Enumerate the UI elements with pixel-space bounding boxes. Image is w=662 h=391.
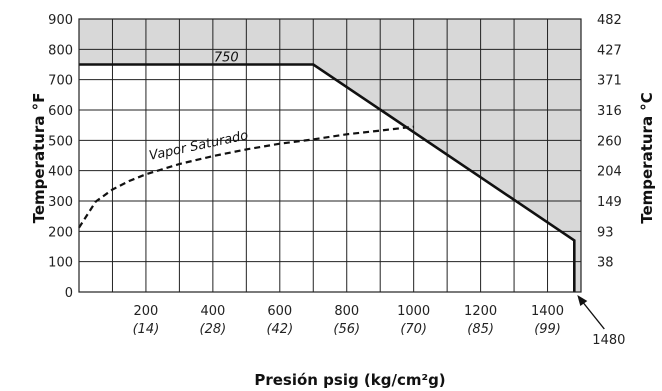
x-tick-label: 600 [267,304,292,319]
y-axis-right-ticks: 38 93 149 204 260 316 371 427 482 [597,13,622,271]
y-tick-label-left: 400 [48,165,73,180]
y-tick-label-right: 38 [597,256,614,271]
y-axis-right-title: Temperatura °C [638,92,656,224]
y-tick-label-right: 93 [597,225,614,240]
y-tick-label-left: 700 [48,74,73,89]
y-tick-label-right: 371 [597,74,622,89]
callout-arrow-head [577,295,588,306]
y-tick-label-left: 0 [65,286,73,301]
x-tick-label: 1400 [531,304,564,319]
y-axis-left-title: Temperatura °F [30,93,48,224]
y-tick-label-left: 200 [48,225,73,240]
y-tick-label-left: 500 [48,134,73,149]
x-tick-label: 200 [134,304,159,319]
max-pressure-label: 1480 [592,333,625,348]
plot-frame [78,18,582,293]
y-tick-label-right: 427 [597,43,622,58]
limit-value-label: 750 [214,50,239,65]
y-axis-left-ticks: 0 100 200 300 400 500 600 700 800 900 [48,13,73,301]
y-tick-label-right: 204 [597,165,622,180]
x-tick-sublabel: (70) [400,322,427,337]
x-axis-ticks: 200 (14) 400 (28) 600 (42) 800 (56) 1000 (70) 1200… [133,304,564,337]
y-tick-label-left: 100 [48,256,73,271]
x-tick-sublabel: (85) [467,322,494,337]
y-tick-label-right: 149 [597,195,622,210]
shaded-region [79,19,581,292]
y-tick-label-left: 600 [48,104,73,119]
y-tick-label-left: 800 [48,43,73,58]
limit-line [79,63,576,292]
x-axis-title: Presión psig (kg/cm²g) [254,371,445,389]
y-tick-label-right: 316 [597,104,622,119]
x-tick-sublabel: (99) [534,322,561,337]
x-tick-sublabel: (56) [333,322,360,337]
x-tick-label: 1200 [464,304,497,319]
saturated-vapor-line [78,125,414,229]
x-tick-sublabel: (42) [266,322,293,337]
x-tick-label: 400 [200,304,225,319]
x-tick-label: 1000 [397,304,430,319]
y-tick-label-left: 300 [48,195,73,210]
y-tick-label-right: 260 [597,134,622,149]
y-tick-label-right: 482 [597,13,622,28]
x-tick-sublabel: (28) [200,322,227,337]
callout-arrow-line [579,298,605,330]
y-tick-label-left: 900 [48,13,73,28]
grid-lines [79,19,581,292]
x-tick-label: 800 [334,304,359,319]
x-tick-sublabel: (14) [133,322,160,337]
